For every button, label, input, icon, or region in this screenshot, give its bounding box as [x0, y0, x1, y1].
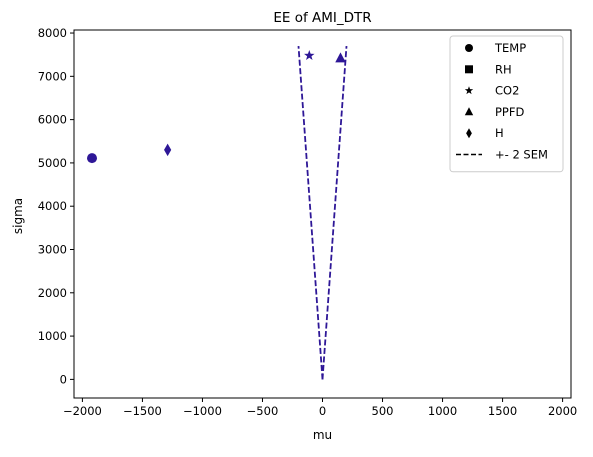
legend-label: CO2	[495, 84, 519, 98]
x-tick-label: −500	[247, 404, 279, 418]
x-tick-label: −1000	[183, 404, 222, 418]
chart-title: EE of AMI_DTR	[273, 10, 371, 26]
legend-marker-co2	[464, 86, 474, 95]
y-axis-ticks: 0 1000 2000 3000 4000 5000 6000 7000 8000	[38, 26, 74, 386]
legend-marker-ppfd	[464, 107, 474, 116]
legend-label: PPFD	[495, 105, 524, 119]
y-tick-label: 2000	[38, 286, 67, 300]
x-tick-label: 1500	[488, 404, 517, 418]
legend-label: H	[495, 126, 504, 140]
point-co2	[304, 50, 315, 60]
x-tick-label: 2000	[548, 404, 577, 418]
x-tick-label: −2000	[63, 404, 102, 418]
legend-label: +- 2 SEM	[495, 148, 548, 162]
y-tick-label: 0	[60, 372, 67, 386]
x-tick-label: 0	[319, 404, 326, 418]
data-points	[87, 50, 346, 164]
sem-lines	[297, 45, 348, 380]
y-tick-label: 3000	[38, 243, 67, 257]
x-axis-label: mu	[313, 428, 332, 442]
sem-line-right	[321, 45, 348, 380]
point-temp	[87, 153, 98, 164]
point-h	[164, 143, 172, 157]
legend-box	[449, 35, 564, 173]
y-tick-label: 6000	[38, 113, 67, 127]
y-tick-label: 7000	[38, 69, 67, 83]
x-tick-label: 500	[372, 404, 394, 418]
y-axis-label: sigma	[11, 198, 25, 234]
legend: TEMP RH CO2 PPFD H +- 2 SEM	[449, 35, 564, 173]
legend-marker-rh	[465, 65, 473, 74]
legend-label: RH	[495, 62, 512, 76]
x-tick-label: 1000	[428, 404, 457, 418]
legend-label: TEMP	[494, 41, 526, 55]
y-tick-label: 4000	[38, 199, 67, 213]
x-axis-ticks: −2000 −1500 −1000 −500 0 500 1000 1500 2000	[63, 398, 577, 418]
y-tick-label: 8000	[38, 26, 67, 40]
legend-marker-temp	[465, 44, 473, 52]
y-tick-label: 5000	[38, 156, 67, 170]
point-ppfd	[335, 52, 346, 63]
y-tick-label: 1000	[38, 329, 67, 343]
legend-marker-h	[466, 128, 472, 139]
x-tick-label: −1500	[123, 404, 162, 418]
sem-line-left	[297, 45, 324, 380]
